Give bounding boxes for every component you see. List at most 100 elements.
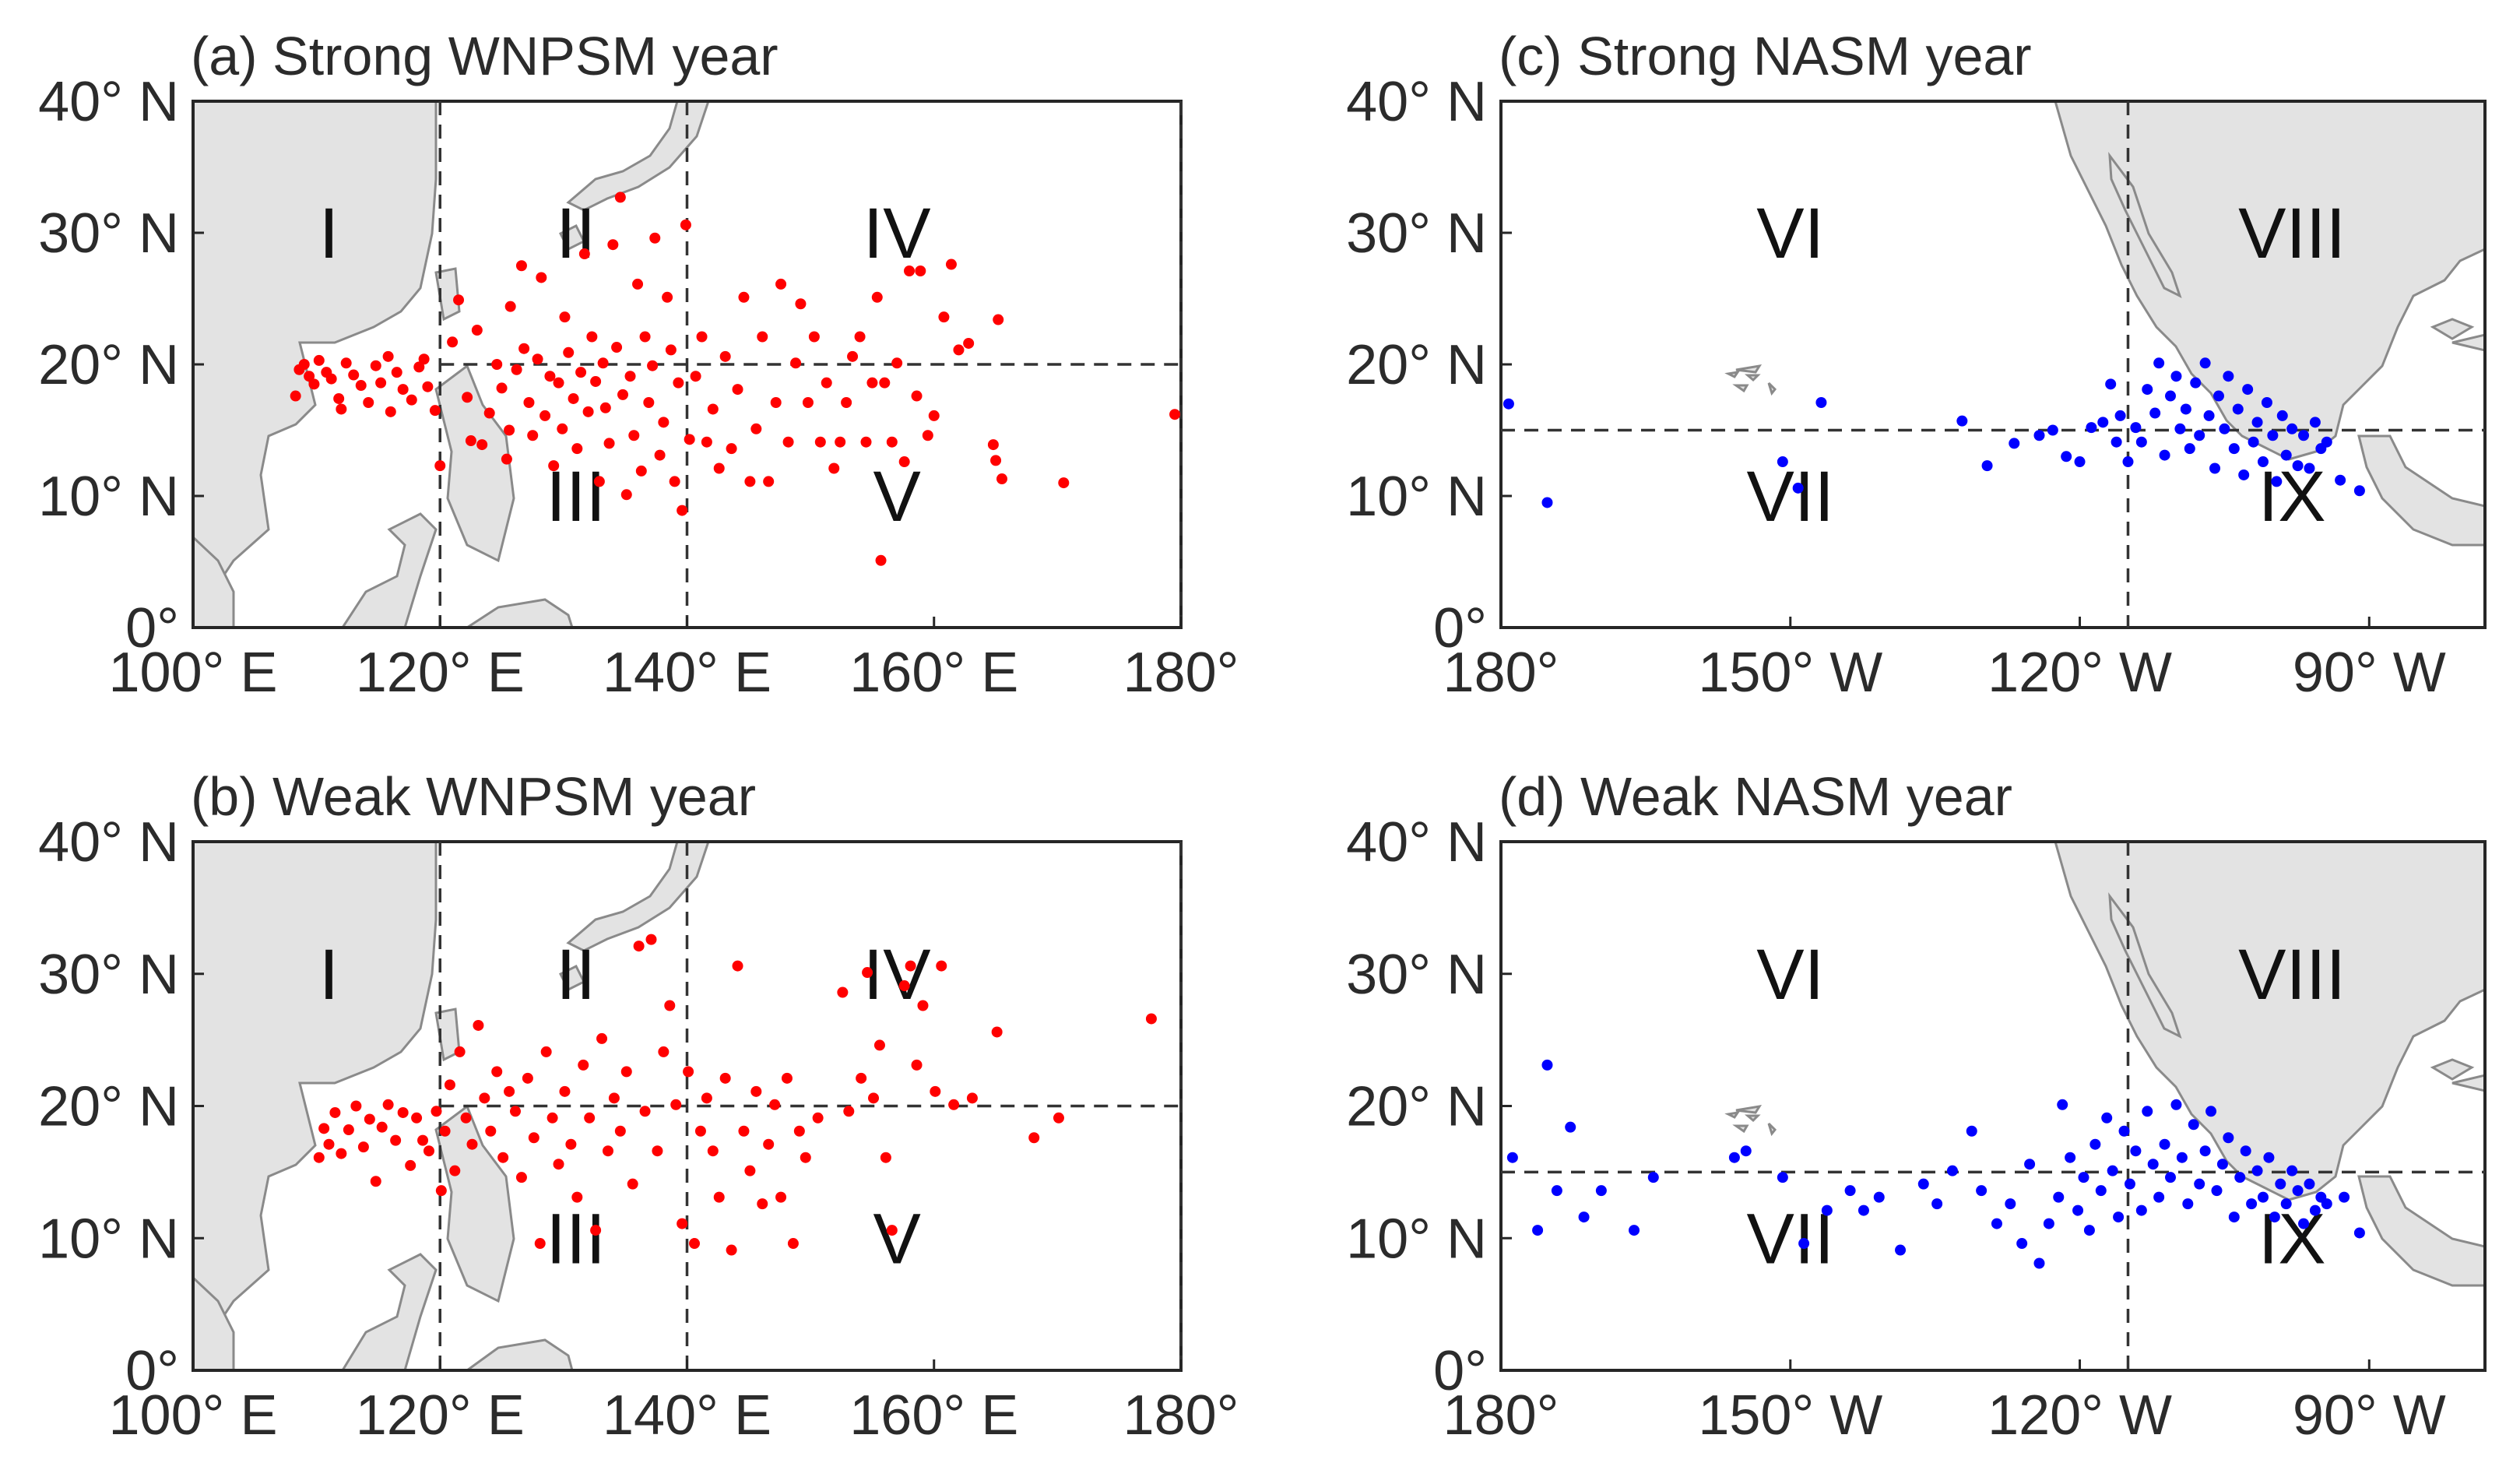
- data-point: [603, 438, 615, 449]
- panel-d-points: [1506, 1059, 2365, 1269]
- data-point: [1946, 1165, 1958, 1176]
- data-point: [1917, 1178, 1929, 1190]
- data-point: [2142, 1106, 2153, 1117]
- panel-c-xticks: 180° 150° W 120° W 90° W: [1443, 617, 2446, 704]
- data-point: [308, 378, 320, 390]
- data-point: [2130, 1145, 2142, 1157]
- data-point: [2180, 403, 2191, 415]
- data-point: [649, 232, 661, 244]
- data-point: [2089, 1138, 2101, 1150]
- data-point: [411, 1112, 423, 1124]
- data-point: [860, 436, 872, 448]
- data-point: [654, 449, 666, 461]
- data-point: [504, 424, 515, 436]
- data-point: [2269, 1212, 2280, 1223]
- ytick-label: 30° N: [1346, 202, 1487, 265]
- data-point: [707, 1145, 719, 1157]
- xtick-label: 120° W: [1988, 642, 2172, 704]
- panel-b-xticks: 100° E 120° E 140° E 160° E 180°: [109, 1359, 1239, 1447]
- data-point: [298, 359, 310, 370]
- data-point: [1792, 482, 1804, 494]
- data-point: [2135, 1204, 2147, 1216]
- data-point: [534, 1238, 546, 1250]
- data-point: [504, 1085, 515, 1097]
- panel-a-yticks: 0° 10° N 20° N 30° N 40° N: [38, 71, 204, 659]
- ytick-label: 10° N: [38, 466, 179, 528]
- data-point: [2170, 371, 2182, 382]
- data-point: [658, 1046, 670, 1057]
- data-point: [2298, 1218, 2310, 1229]
- data-point: [329, 1106, 341, 1118]
- data-point: [2298, 430, 2310, 441]
- data-point: [1506, 1152, 1518, 1163]
- region-label: V: [873, 457, 920, 536]
- data-point: [2292, 460, 2304, 472]
- data-point: [2033, 430, 2045, 441]
- data-point: [854, 331, 866, 343]
- data-point: [670, 1099, 682, 1110]
- data-point: [2292, 1185, 2304, 1197]
- data-point: [2118, 1125, 2130, 1137]
- data-point: [770, 397, 782, 409]
- data-point: [886, 436, 898, 448]
- data-point: [544, 371, 556, 382]
- data-point: [385, 406, 396, 417]
- data-point: [435, 1185, 447, 1197]
- panel-a-xticks: 100° E 120° E 140° E 160° E 180°: [109, 617, 1239, 704]
- data-point: [422, 381, 434, 392]
- data-point: [757, 331, 768, 343]
- data-point: [485, 1125, 497, 1137]
- data-point: [1931, 1198, 1943, 1210]
- data-point: [2194, 430, 2205, 441]
- data-point: [2304, 462, 2315, 474]
- data-point: [1777, 456, 1788, 468]
- data-point: [664, 1000, 676, 1011]
- panel-b-land: [193, 842, 710, 1370]
- data-point: [847, 350, 859, 362]
- data-point: [2176, 1152, 2188, 1163]
- data-point: [677, 1218, 688, 1229]
- panel-d-dividers: [1501, 842, 2485, 1370]
- data-point: [930, 1085, 941, 1097]
- xtick-label: 140° E: [603, 642, 771, 704]
- data-point: [504, 301, 516, 312]
- data-point: [2271, 476, 2283, 487]
- data-point: [1966, 1125, 1977, 1137]
- data-point: [953, 344, 965, 356]
- region-label: I: [319, 194, 339, 273]
- data-point: [376, 1121, 388, 1133]
- data-point: [471, 325, 483, 336]
- data-point: [800, 1152, 811, 1163]
- data-point: [511, 364, 522, 375]
- region-label: VI: [1756, 935, 1824, 1015]
- data-point: [862, 967, 873, 979]
- data-point: [1541, 497, 1553, 508]
- data-point: [812, 1112, 824, 1124]
- data-point: [2083, 1225, 2095, 1236]
- data-point: [2232, 403, 2244, 415]
- data-point: [917, 1000, 929, 1011]
- data-point: [2159, 449, 2170, 461]
- data-point: [732, 384, 743, 396]
- ytick-label: 10° N: [1346, 466, 1487, 528]
- data-point: [2234, 1172, 2246, 1183]
- data-point: [1647, 1172, 1659, 1183]
- data-point: [2212, 390, 2224, 402]
- data-point: [2353, 1227, 2365, 1239]
- data-point: [553, 377, 564, 389]
- data-point: [726, 443, 737, 455]
- data-point: [669, 476, 680, 487]
- data-point: [2190, 377, 2202, 389]
- xtick-label: 90° W: [2293, 642, 2446, 704]
- panel-c-title: (c) Strong NASM year: [1499, 26, 2032, 86]
- panel-b-dividers: [438, 842, 1183, 1370]
- data-point: [2057, 1099, 2068, 1110]
- data-point: [2339, 1191, 2350, 1203]
- data-point: [2114, 410, 2126, 421]
- data-point: [304, 371, 315, 382]
- data-point: [922, 430, 933, 441]
- data-point: [325, 373, 337, 385]
- data-point: [966, 1092, 978, 1104]
- data-point: [2223, 371, 2234, 382]
- panel-b-yticks: 0° 10° N 20° N 30° N 40° N: [38, 811, 204, 1402]
